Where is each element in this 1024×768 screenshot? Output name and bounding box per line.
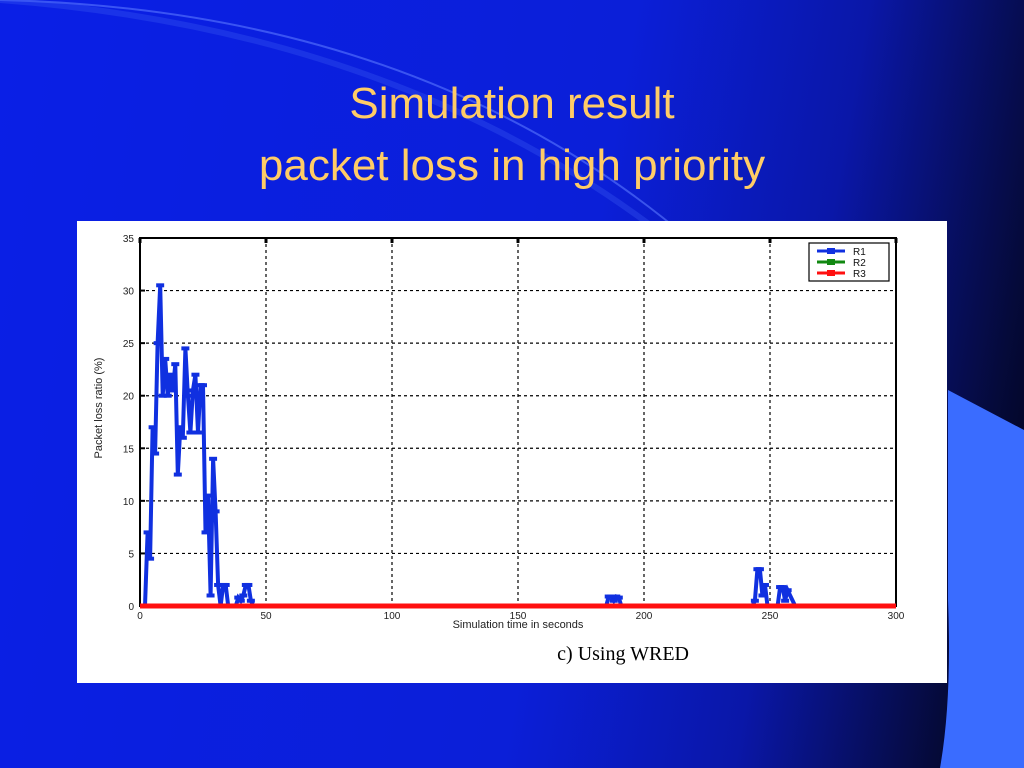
data-point-r1 [161,356,170,361]
figure-caption: c) Using WRED [557,643,689,665]
data-point-r1 [236,598,245,603]
data-point-r1 [755,567,764,572]
data-point-r1 [153,341,162,346]
data-point-r1 [246,598,255,603]
data-point-r1 [758,593,767,598]
data-point-r1 [204,493,213,498]
y-tick-label: 5 [128,549,134,560]
legend-label-r2: R2 [853,258,866,269]
data-point-r1 [201,530,210,535]
data-point-r1 [206,593,215,598]
data-point-r1 [156,283,165,288]
x-tick-label: 150 [510,611,527,622]
legend-label-r1: R1 [853,247,866,258]
y-tick-label: 20 [123,392,135,403]
data-point-r1 [239,593,248,598]
data-point-r1 [750,598,759,603]
data-point-r1 [209,456,218,461]
data-point-r1 [146,556,155,561]
data-point-r1 [178,435,187,440]
data-point-r1 [211,509,220,514]
chart-figure: 0 50 100 150 200 250 300 0 5 10 15 20 25 30 35 R1 R2 R3 … [77,221,947,683]
x-tick-label: 50 [260,611,272,622]
data-point-r1 [186,430,195,435]
legend-marker-r3 [827,270,835,276]
data-point-r1 [609,598,618,603]
data-point-r1 [168,388,177,393]
y-tick-label: 25 [123,339,135,350]
x-tick-label: 250 [762,611,779,622]
data-point-r1 [783,588,792,593]
data-point-r1 [158,393,167,398]
data-point-r1 [244,582,253,587]
data-point-r1 [183,393,192,398]
data-point-r1 [176,425,185,430]
data-point-r1 [148,425,157,430]
data-point-r1 [151,451,160,456]
y-tick-label: 15 [123,444,135,455]
x-tick-label: 200 [636,611,653,622]
x-tick-label: 100 [384,611,401,622]
y-tick-label: 35 [123,234,135,245]
data-point-r1 [760,582,769,587]
data-point-r1 [166,372,175,377]
data-point-r1 [234,595,243,600]
data-point-r1 [193,430,202,435]
chart-grid [140,238,896,606]
legend-label-r3: R3 [853,269,866,280]
data-point-r1 [143,530,152,535]
data-point-r1 [181,346,190,351]
y-tick-label: 0 [128,602,134,613]
slide-title-line2: packet loss in high priority [258,141,766,190]
data-point-r1 [188,388,197,393]
data-point-r1 [214,582,223,587]
legend-marker-r2 [827,259,835,265]
y-tick-label: 10 [123,497,135,508]
chart-series [140,283,896,609]
data-point-r1 [199,383,207,388]
chart-ticks: 0 50 100 150 200 250 300 0 5 10 15 20 25 30 35 [123,234,905,622]
data-point-r1 [163,393,172,398]
data-point-r1 [171,362,180,367]
data-point-r1 [614,595,623,600]
data-point-r1 [173,472,182,477]
data-point-r1 [607,594,616,599]
y-tick-label: 30 [123,287,135,298]
x-tick-label: 0 [137,611,143,622]
data-point-r1 [781,598,790,603]
x-tick-label: 300 [888,611,905,622]
slide-title-line1: Simulation result [349,79,675,128]
y-axis-label: Packet loss ratio (%) [93,357,105,459]
data-point-r1 [221,582,230,587]
data-point-r1 [778,585,787,590]
data-point-r1 [191,372,200,377]
legend-marker-r1 [827,248,835,254]
x-axis-label: Simulation time in seconds [452,619,584,631]
